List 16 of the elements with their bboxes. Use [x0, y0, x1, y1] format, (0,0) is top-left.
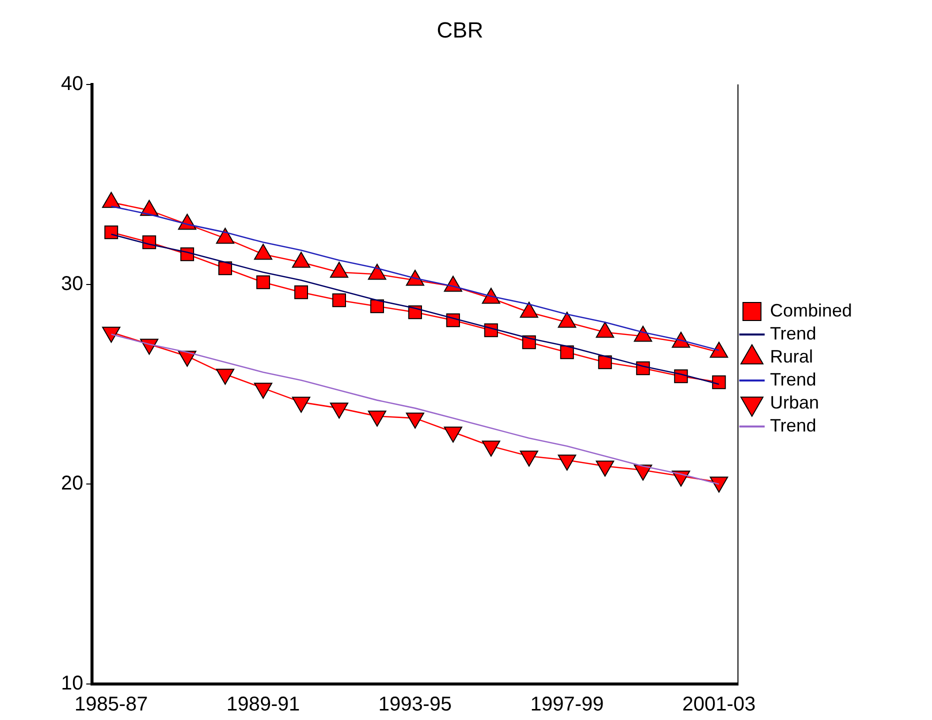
legend-label: Trend [770, 415, 816, 436]
y-tick-label: 40 [60, 72, 84, 95]
legend-label: Rural [770, 346, 813, 366]
x-tick-label: 1993-95 [378, 694, 452, 716]
x-tick-label: 1997-99 [530, 694, 604, 716]
y-tick-label: 10 [60, 672, 84, 695]
x-tick-label: 1985-87 [74, 694, 148, 716]
y-tick-label: 20 [60, 472, 84, 495]
x-tick-label: 1989-91 [226, 694, 300, 716]
chart-title: CBR [436, 17, 484, 42]
legend-label: Combined [770, 300, 852, 320]
y-tick-label: 30 [60, 272, 84, 295]
x-tick-label: 2001-03 [682, 694, 756, 716]
legend-label: Trend [770, 369, 816, 390]
legend-label: Urban [770, 392, 819, 412]
legend-label: Trend [770, 323, 816, 344]
